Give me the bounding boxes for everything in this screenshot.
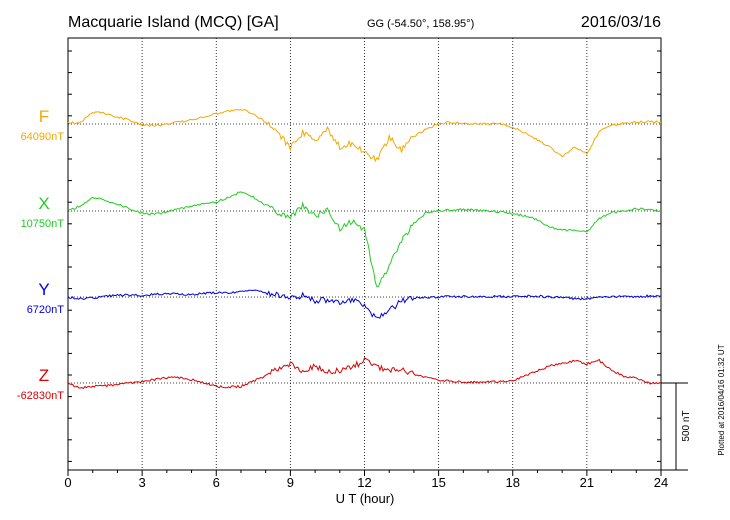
- x-tick-label: 6: [213, 475, 220, 490]
- series-name-x: X: [38, 194, 49, 213]
- series-labels: F 64090nT X 10750nT Y 6720nT Z -62830nT: [17, 107, 64, 402]
- x-tick-label: 3: [139, 475, 146, 490]
- x-tick-label: 18: [506, 475, 520, 490]
- grid-lines: [141, 38, 588, 470]
- plotted-timestamp: Plotted at 2016/04/16 01:32 UT: [717, 344, 726, 455]
- scale-bar-label: 500 nT: [681, 410, 692, 441]
- series-baseline-f: 64090nT: [21, 131, 65, 143]
- x-tick-label: 12: [357, 475, 371, 490]
- trace-y: [67, 289, 662, 319]
- station-coordinates: GG (-54.50°, 158.95°): [367, 18, 474, 30]
- series-baseline-z: -62830nT: [17, 390, 64, 402]
- x-tick-label: 9: [287, 475, 294, 490]
- trace-z: [67, 357, 662, 390]
- x-tick-label: 21: [580, 475, 594, 490]
- series-name-z: Z: [39, 366, 49, 385]
- x-tick-label: 0: [64, 475, 71, 490]
- trace-x: [67, 191, 662, 288]
- trace-f: [67, 109, 662, 163]
- x-tick-label: 24: [654, 475, 668, 490]
- series-baseline-x: 10750nT: [21, 218, 65, 230]
- x-axis-label: U T (hour): [336, 491, 395, 506]
- series-name-f: F: [39, 107, 49, 126]
- series-baseline-y: 6720nT: [27, 304, 65, 316]
- station-title: Macquarie Island (MCQ) [GA]: [68, 14, 279, 31]
- series-name-y: Y: [38, 280, 49, 299]
- x-axis-ticks: 0 3 6 9 12 15 18 21 24: [64, 50, 668, 490]
- scale-bar: 500 nT: [661, 382, 692, 471]
- plot-date: 2016/03/16: [581, 14, 661, 31]
- x-tick-label: 15: [431, 475, 445, 490]
- traces: [67, 109, 662, 390]
